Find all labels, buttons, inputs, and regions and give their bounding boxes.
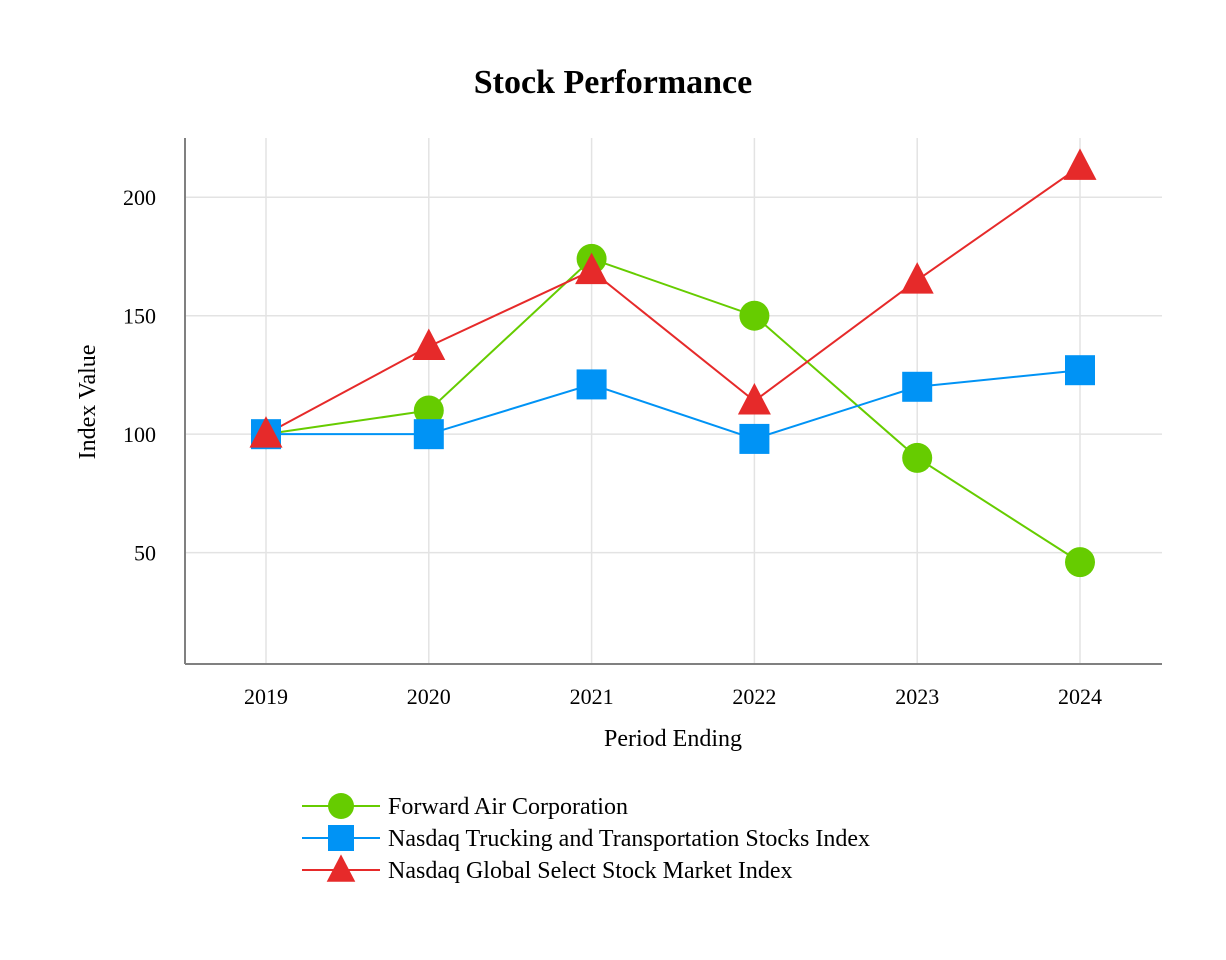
chart-title: Stock Performance (474, 64, 753, 101)
series-line (265, 165, 1081, 436)
legend-marker-square (328, 825, 354, 851)
series-square (266, 369, 1081, 440)
y-tick-label: 200 (123, 185, 156, 210)
x-tick-label: 2023 (895, 684, 939, 709)
legend-marker-triangle (326, 854, 356, 882)
x-tick-label: 2021 (570, 684, 614, 709)
series-line (266, 369, 1081, 440)
series-line (265, 257, 1081, 563)
series-layer (249, 148, 1097, 578)
legend-label: Nasdaq Trucking and Transportation Stock… (388, 826, 870, 852)
data-point-square (739, 423, 770, 454)
legend: Forward Air Corporation Nasdaq Trucking a… (302, 793, 870, 884)
grid-lines (185, 138, 1162, 664)
legend-item: Forward Air Corporation (302, 793, 628, 820)
legend-marker-circle (328, 793, 354, 819)
data-point-triangle (737, 383, 771, 415)
legend-label: Nasdaq Global Select Stock Market Index (388, 858, 793, 884)
data-point-triangle (249, 416, 283, 448)
data-point-triangle (900, 262, 934, 294)
series-markers (251, 243, 1095, 578)
data-point-circle (902, 442, 933, 473)
data-point-circle (413, 395, 444, 426)
x-tick-label: 2022 (732, 684, 776, 709)
legend-item: Nasdaq Trucking and Transportation Stock… (302, 825, 870, 852)
x-tick-label: 2019 (244, 684, 288, 709)
x-tick-label: 2024 (1058, 684, 1102, 709)
y-tick-label: 100 (123, 422, 156, 447)
x-axis-label: Period Ending (604, 726, 742, 752)
data-point-square (902, 371, 933, 402)
data-point-square (413, 419, 444, 450)
y-tick-label: 150 (123, 304, 156, 329)
x-tick-label: 2020 (407, 684, 451, 709)
data-point-circle (1065, 547, 1095, 578)
data-point-square (576, 369, 607, 400)
series-markers (251, 355, 1095, 454)
legend-label: Forward Air Corporation (388, 794, 628, 820)
legend-item: Nasdaq Global Select Stock Market Index (302, 854, 793, 884)
y-tick-label: 50 (134, 541, 156, 566)
y-axis-label: Index Value (75, 345, 101, 460)
data-point-triangle (575, 252, 609, 285)
series-circle (265, 257, 1081, 563)
series-markers (249, 148, 1097, 448)
data-point-triangle (1063, 148, 1097, 180)
series-triangle (265, 165, 1081, 436)
data-point-triangle (412, 328, 446, 361)
data-point-circle (739, 300, 770, 331)
axes: 2019 2020 2021 2022 2023 2024 50 100 150 200 (123, 138, 1162, 709)
data-point-square (1065, 355, 1095, 386)
